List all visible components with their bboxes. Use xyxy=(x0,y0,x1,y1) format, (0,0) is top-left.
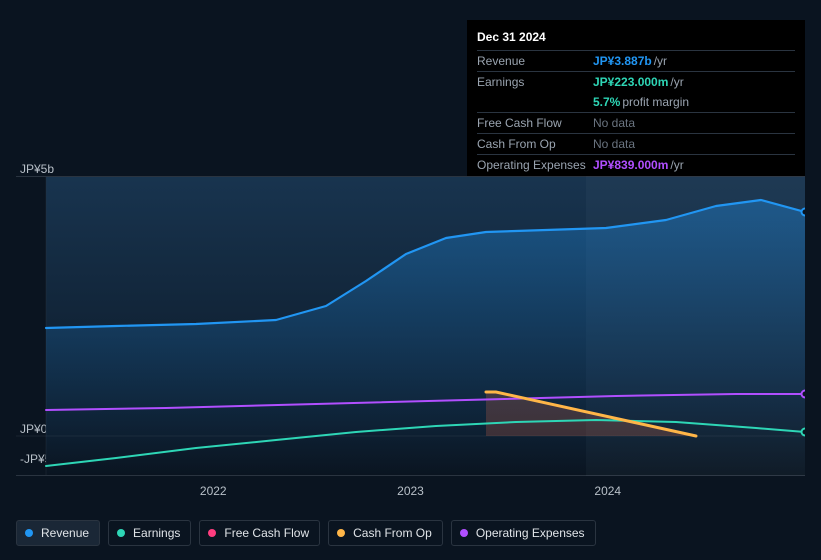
legend-item-free-cash-flow[interactable]: Free Cash Flow xyxy=(199,520,320,546)
legend-dot-icon xyxy=(337,529,345,537)
y-axis-tick-label: JP¥5b xyxy=(20,162,54,176)
tooltip-row: Operating ExpensesJP¥839.000m/yr xyxy=(477,154,795,175)
chart-legend: Revenue Earnings Free Cash Flow Cash From O… xyxy=(16,520,596,546)
x-axis-labels: 2022 2023 2024 xyxy=(16,484,805,500)
tooltip-date: Dec 31 2024 xyxy=(477,26,795,50)
tooltip-row: EarningsJP¥223.000m/yr xyxy=(477,71,795,92)
legend-item-label: Operating Expenses xyxy=(476,526,585,540)
x-axis-tick-label: 2022 xyxy=(200,484,227,498)
data-tooltip: Dec 31 2024 RevenueJP¥3.887b/yrEarningsJ… xyxy=(467,20,805,183)
tooltip-row-value: No data xyxy=(593,114,795,132)
legend-item-label: Earnings xyxy=(133,526,180,540)
financial-chart[interactable] xyxy=(16,176,805,476)
tooltip-row-value: JP¥3.887b/yr xyxy=(593,52,795,70)
legend-item-label: Revenue xyxy=(41,526,89,540)
legend-item-earnings[interactable]: Earnings xyxy=(108,520,191,546)
tooltip-row: RevenueJP¥3.887b/yr xyxy=(477,50,795,71)
tooltip-row-label: Cash From Op xyxy=(477,135,593,153)
legend-item-label: Cash From Op xyxy=(353,526,432,540)
legend-dot-icon xyxy=(25,529,33,537)
legend-dot-icon xyxy=(460,529,468,537)
legend-dot-icon xyxy=(208,529,216,537)
legend-item-label: Free Cash Flow xyxy=(224,526,309,540)
tooltip-row-value: 5.7%profit margin xyxy=(593,93,795,111)
x-axis-tick-label: 2023 xyxy=(397,484,424,498)
tooltip-row-value: No data xyxy=(593,135,795,153)
tooltip-row-label: Free Cash Flow xyxy=(477,114,593,132)
tooltip-row-value: JP¥839.000m/yr xyxy=(593,156,795,174)
legend-item-cash-from-op[interactable]: Cash From Op xyxy=(328,520,443,546)
x-axis-tick-label: 2024 xyxy=(594,484,621,498)
legend-item-operating-expenses[interactable]: Operating Expenses xyxy=(451,520,596,546)
tooltip-rows: RevenueJP¥3.887b/yrEarningsJP¥223.000m/y… xyxy=(477,50,795,175)
legend-item-revenue[interactable]: Revenue xyxy=(16,520,100,546)
tooltip-row-value: JP¥223.000m/yr xyxy=(593,73,795,91)
tooltip-row-label: Operating Expenses xyxy=(477,156,593,174)
tooltip-row: 5.7%profit margin xyxy=(477,92,795,112)
legend-dot-icon xyxy=(117,529,125,537)
tooltip-row: Cash From OpNo data xyxy=(477,133,795,154)
tooltip-row-label xyxy=(477,93,593,111)
tooltip-row: Free Cash FlowNo data xyxy=(477,112,795,133)
tooltip-row-label: Revenue xyxy=(477,52,593,70)
tooltip-row-label: Earnings xyxy=(477,73,593,91)
